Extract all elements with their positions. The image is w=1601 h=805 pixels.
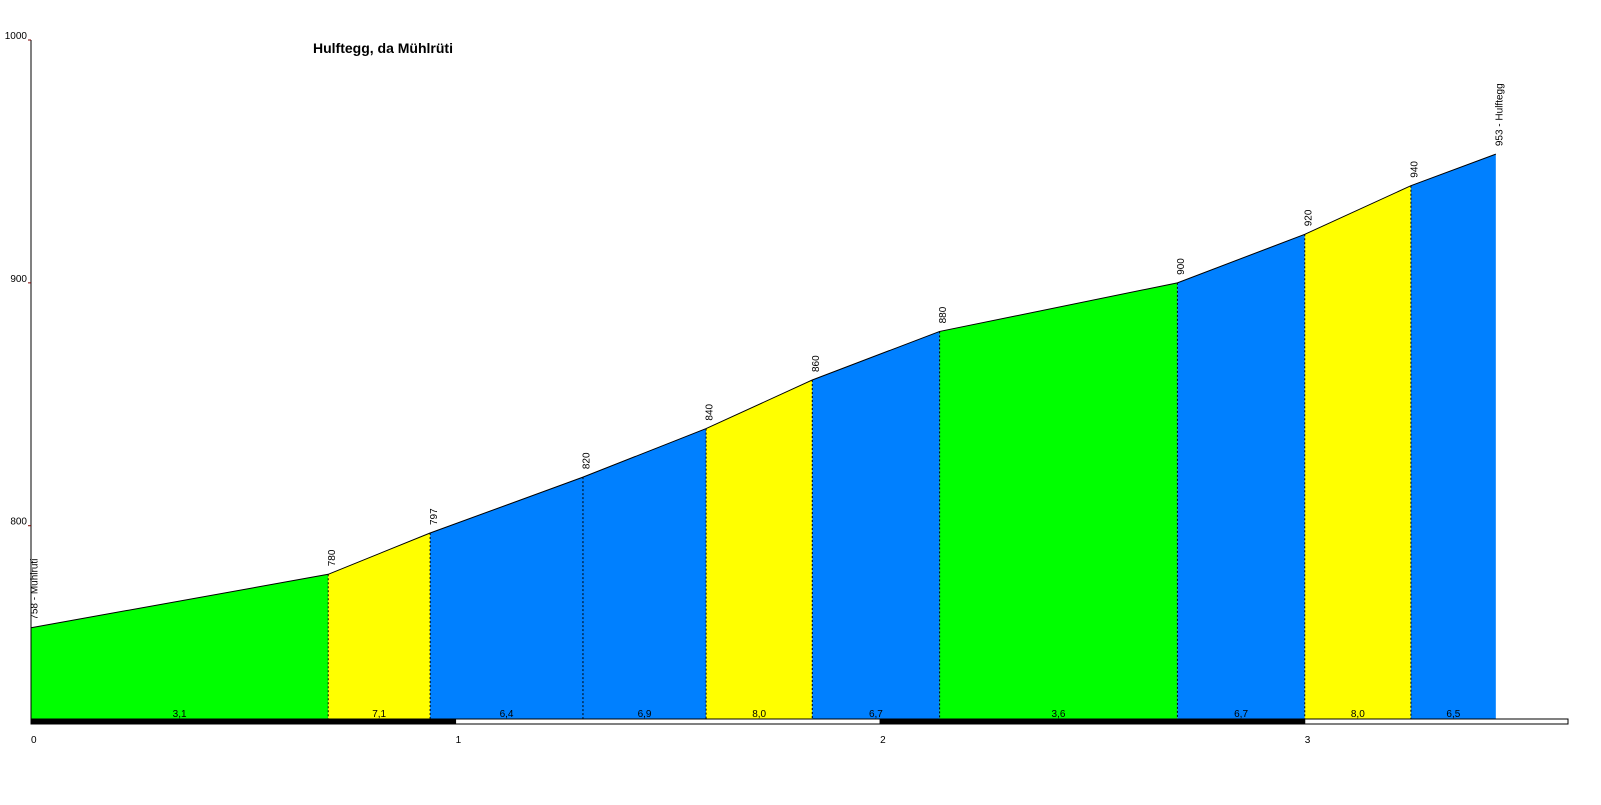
gradient-label: 6,9	[638, 709, 652, 720]
gradient-label: 8,0	[1351, 709, 1365, 720]
chart-title: Hulftegg, da Mühlrüti	[313, 40, 453, 56]
gradient-label: 6,7	[869, 709, 883, 720]
gradient-label: 6,5	[1446, 709, 1460, 720]
elevation-label: 920	[1303, 209, 1314, 226]
elevation-label: 940	[1410, 161, 1421, 178]
segment-area	[1304, 185, 1411, 720]
segment-area	[706, 380, 813, 720]
gradient-label: 6,4	[500, 709, 514, 720]
gradient-label: 3,6	[1052, 709, 1066, 720]
elevation-label: 797	[429, 508, 440, 525]
gradient-label: 7,1	[372, 709, 386, 720]
y-tick-label: 900	[10, 274, 27, 285]
profile-line	[30, 153, 1496, 629]
segment-area	[582, 428, 707, 720]
x-tick-label: 2	[880, 735, 886, 746]
gradient-label: 8,0	[752, 709, 766, 720]
y-tick-label: 1000	[5, 31, 28, 42]
elevation-label: 880	[938, 306, 949, 323]
x-axis-band	[879, 718, 1306, 725]
elevation-label: 840	[705, 403, 716, 420]
x-tick-label: 1	[456, 735, 462, 746]
segment-area	[939, 282, 1178, 720]
elevation-label: 860	[811, 355, 822, 372]
segment-area	[1410, 154, 1496, 721]
x-axis-band	[1304, 718, 1569, 725]
segment-area	[1177, 234, 1305, 721]
segment-area	[430, 477, 583, 720]
elevation-label: 780	[327, 549, 338, 566]
x-axis-band	[30, 718, 457, 725]
x-tick-label: 3	[1305, 735, 1311, 746]
x-axis-band	[455, 718, 881, 725]
y-tick-label: 800	[10, 517, 27, 528]
segment-area	[812, 331, 940, 720]
elevation-label: 758 - Mühlrüti	[30, 559, 41, 620]
segment-area	[31, 574, 329, 720]
segment-area	[328, 533, 431, 720]
elevation-label: 820	[582, 452, 593, 469]
gradient-label: 6,7	[1234, 709, 1248, 720]
gradient-label: 3,1	[173, 709, 187, 720]
elevation-label: 953 - Hulftegg	[1494, 83, 1505, 146]
elevation-label: 900	[1176, 258, 1187, 275]
x-tick-label: 0	[31, 735, 37, 746]
